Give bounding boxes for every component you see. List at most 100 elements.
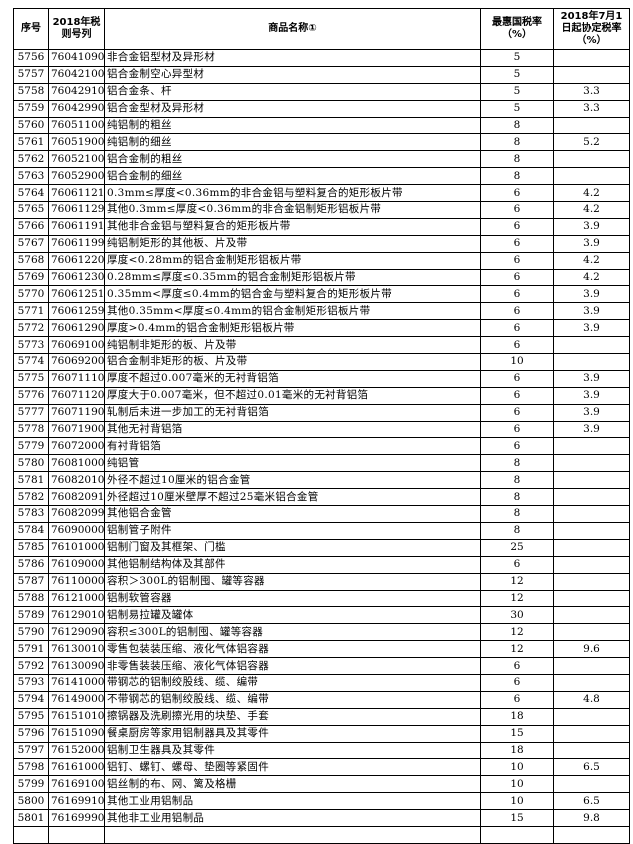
serial-cell: 5761 [13, 133, 49, 152]
tariff-code-cell: 76169990 [48, 809, 105, 827]
mfn-rate-cell: 5 [480, 65, 554, 84]
mfn-rate-cell: 6 [480, 201, 554, 219]
header-tariff-code: 2018年税则号列 [48, 8, 105, 50]
table-row: 5768 76061220 厚度<0.28mm的铝合金制矩形铝板片带 6 4.2 [13, 251, 630, 270]
product-name-cell: 铝合金制空心异型材 [104, 65, 481, 84]
tariff-code-cell: 76071110 [48, 369, 105, 388]
agreement-rate-cell: 3.9 [553, 403, 630, 422]
mfn-rate-cell: 8 [480, 505, 554, 523]
table-row: 5778 76071900 其他无衬背铝箔 6 3.9 [13, 420, 630, 439]
mfn-rate-cell: 10 [480, 792, 554, 811]
product-name-cell: 纯铝管 [104, 454, 481, 473]
agreement-rate-cell: 3.9 [553, 319, 630, 338]
product-name-cell: 纯铝制矩形的其他板、片及带 [104, 234, 481, 253]
serial-cell: 5766 [13, 217, 49, 236]
agreement-rate-cell [553, 521, 630, 540]
agreement-rate-cell [553, 707, 630, 726]
product-name-cell: 带钢芯的铝制绞股线、缆、编带 [104, 673, 481, 692]
table-row: 5771 76061259 其他0.35mm<厚度≤0.4mm的铝合金制矩形铝板片带… [13, 302, 630, 321]
tariff-code-cell: 76061251 [48, 285, 105, 304]
agreement-rate-cell [553, 65, 630, 84]
agreement-rate-cell [553, 623, 630, 642]
empty-cell [553, 825, 630, 844]
mfn-rate-cell: 6 [480, 217, 554, 236]
mfn-rate-cell: 8 [480, 454, 554, 473]
table-row: 5767 76061199 纯铝制矩形的其他板、片及带 6 3.9 [13, 234, 630, 253]
mfn-rate-cell: 6 [480, 555, 554, 574]
table-header-row: 序号 2018年税则号列 商品名称① 最惠国税率（%） 2018年7月1日起协定… [13, 8, 630, 50]
product-name-cell: 外径不超过10厘米的铝合金管 [104, 471, 481, 490]
product-name-cell: 容积≤300L的铝制囤、罐等容器 [104, 623, 481, 642]
table-row: 5781 76082010 外径不超过10厘米的铝合金管 8 [13, 471, 630, 490]
product-name-cell: 0.3mm≤厚度<0.36mm的非合金铝与塑料复合的矩形板片带 [104, 184, 481, 203]
table-row: 5765 76061129 其他0.3mm≤厚度<0.36mm的非合金铝制矩形铝板片… [13, 201, 630, 219]
mfn-rate-cell: 6 [480, 336, 554, 355]
serial-cell: 5777 [13, 403, 49, 422]
serial-cell: 5760 [13, 116, 49, 135]
mfn-rate-cell: 6 [480, 268, 554, 287]
serial-cell: 5793 [13, 673, 49, 692]
agreement-rate-cell [553, 116, 630, 135]
product-name-cell: 铝制卫生器具及其零件 [104, 741, 481, 760]
product-name-cell: 容积＞300L的铝制囤、罐等容器 [104, 572, 481, 591]
product-name-cell: 铝合金制非矩形的板、片及带 [104, 353, 481, 371]
mfn-rate-cell: 5 [480, 99, 554, 118]
header-product-name: 商品名称① [104, 8, 481, 50]
mfn-rate-cell: 6 [480, 673, 554, 692]
serial-cell: 5789 [13, 606, 49, 625]
product-name-cell: 厚度不超过0.007毫米的无衬背铝箔 [104, 369, 481, 388]
product-name-cell: 其他非合金铝与塑料复合的矩形板片带 [104, 217, 481, 236]
serial-cell: 5798 [13, 758, 49, 777]
mfn-rate-cell: 6 [480, 386, 554, 405]
table-row: 5769 76061230 0.28mm≤厚度≤0.35mm的铝合金制矩形铝板片带 6… [13, 268, 630, 287]
tariff-code-cell: 76061259 [48, 302, 105, 321]
tariff-code-cell: 76090000 [48, 521, 105, 540]
serial-cell: 5800 [13, 792, 49, 811]
tariff-code-cell: 76151010 [48, 707, 105, 726]
table-row: 5777 76071190 轧制后未进一步加工的无衬背铝箔 6 3.9 [13, 403, 630, 422]
tariff-code-cell: 76082099 [48, 505, 105, 523]
agreement-rate-cell [553, 572, 630, 591]
agreement-rate-cell: 3.9 [553, 369, 630, 388]
agreement-rate-cell [553, 454, 630, 473]
mfn-rate-cell: 18 [480, 707, 554, 726]
product-name-cell: 铝合金型材及异形材 [104, 99, 481, 118]
table-row: 5793 76141000 带钢芯的铝制绞股线、缆、编带 6 [13, 673, 630, 692]
table-row: 5776 76071120 厚度大于0.007毫米，但不超过0.01毫米的无衬背铝箔… [13, 386, 630, 405]
table-row: 5756 76041090 非合金铝型材及异形材 5 [13, 49, 630, 67]
serial-cell: 5758 [13, 82, 49, 101]
serial-cell: 5785 [13, 538, 49, 557]
tariff-code-cell: 76130090 [48, 657, 105, 675]
table-row: 5792 76130090 非零售装装压缩、液化气体铝容器 6 [13, 657, 630, 675]
mfn-rate-cell: 10 [480, 775, 554, 794]
product-name-cell: 0.35mm<厚度≤0.4mm的铝合金与塑料复合的矩形板片带 [104, 285, 481, 304]
product-name-cell: 铝丝制的布、网、篱及格栅 [104, 775, 481, 794]
agreement-rate-cell: 4.2 [553, 251, 630, 270]
tariff-code-cell: 76051100 [48, 116, 105, 135]
table-row: 5760 76051100 纯铝制的粗丝 8 [13, 116, 630, 135]
table-row: 5764 76061121 0.3mm≤厚度<0.36mm的非合金铝与塑料复合的矩形… [13, 184, 630, 203]
agreement-rate-cell [553, 589, 630, 608]
serial-cell: 5782 [13, 488, 49, 507]
product-name-cell: 厚度>0.4mm的铝合金制矩形铝板片带 [104, 319, 481, 338]
mfn-rate-cell: 15 [480, 809, 554, 827]
mfn-rate-cell: 6 [480, 369, 554, 388]
serial-cell: 5792 [13, 657, 49, 675]
tariff-code-cell: 76109000 [48, 555, 105, 574]
product-name-cell: 铝钉、螺钉、螺母、垫圈等紧固件 [104, 758, 481, 777]
table-row: 5795 76151010 擦锅器及洗刷擦光用的块垫、手套 18 [13, 707, 630, 726]
table-row: 5782 76082091 外径超过10厘米壁厚不超过25毫米铝合金管 8 [13, 488, 630, 507]
table-row: 5794 76149000 不带钢芯的铝制绞股线、缆、编带 6 4.8 [13, 690, 630, 709]
product-name-cell: 0.28mm≤厚度≤0.35mm的铝合金制矩形铝板片带 [104, 268, 481, 287]
tariff-code-cell: 76082091 [48, 488, 105, 507]
serial-cell: 5799 [13, 775, 49, 794]
mfn-rate-cell: 15 [480, 724, 554, 743]
agreement-rate-cell: 3.3 [553, 82, 630, 101]
empty-cell [480, 825, 554, 844]
agreement-rate-cell: 4.8 [553, 690, 630, 709]
tariff-code-cell: 76071900 [48, 420, 105, 439]
product-name-cell: 铝合金制的细丝 [104, 167, 481, 186]
tariff-code-cell: 76082010 [48, 471, 105, 490]
serial-cell: 5801 [13, 809, 49, 827]
agreement-rate-cell [553, 167, 630, 186]
